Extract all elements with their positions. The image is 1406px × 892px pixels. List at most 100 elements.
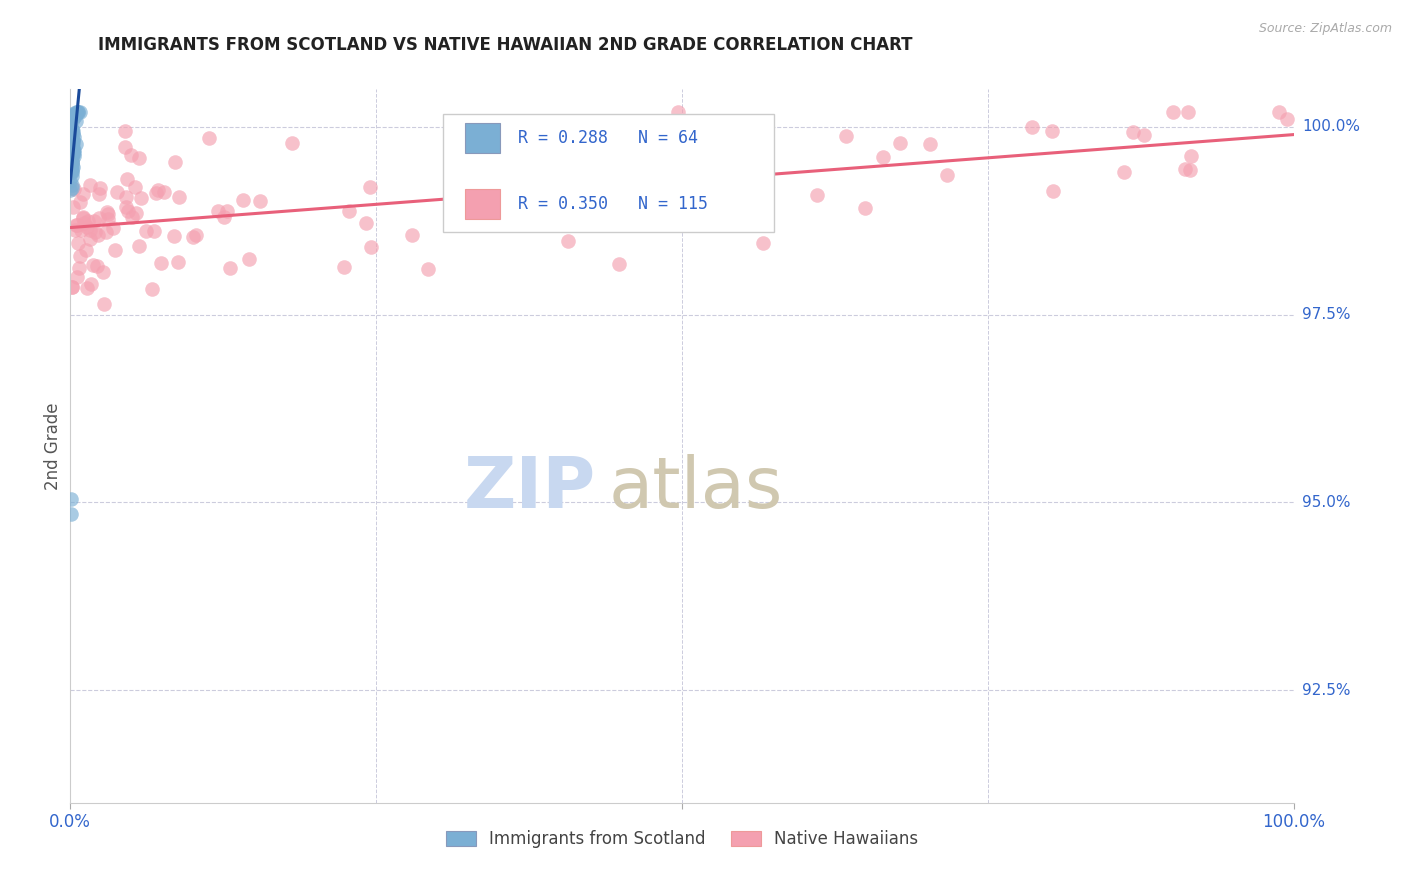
- Point: [66, 104, 89, 119]
- Point: [60, 155, 83, 169]
- Point: [634, 187, 657, 202]
- Point: [60, 156, 83, 170]
- Text: 100.0%: 100.0%: [1302, 120, 1360, 135]
- Text: atlas: atlas: [609, 454, 783, 524]
- Point: [79, 222, 101, 236]
- Point: [60, 147, 83, 161]
- Point: [63, 182, 86, 196]
- Point: [63, 223, 86, 237]
- Point: [65, 136, 87, 151]
- Point: [69, 248, 91, 262]
- Point: [60, 144, 83, 158]
- Point: [145, 186, 167, 201]
- Point: [60, 160, 83, 174]
- Point: [124, 180, 146, 194]
- Point: [60, 138, 83, 153]
- Point: [339, 204, 361, 219]
- Point: [66, 104, 89, 119]
- Point: [1180, 148, 1202, 162]
- Point: [60, 123, 83, 137]
- Point: [607, 257, 630, 271]
- Point: [128, 151, 150, 165]
- Point: [96, 205, 118, 219]
- Point: [114, 140, 136, 154]
- Point: [62, 145, 84, 160]
- Point: [72, 210, 94, 224]
- Point: [359, 180, 381, 194]
- Point: [60, 165, 83, 179]
- Point: [69, 104, 91, 119]
- Text: 97.5%: 97.5%: [1302, 307, 1350, 322]
- Point: [59, 165, 82, 179]
- Text: ZIP: ZIP: [464, 454, 596, 524]
- Point: [79, 232, 101, 246]
- Point: [66, 104, 89, 119]
- Point: [60, 127, 83, 141]
- Point: [207, 203, 229, 218]
- Legend: Immigrants from Scotland, Native Hawaiians: Immigrants from Scotland, Native Hawaiia…: [439, 824, 925, 855]
- Point: [76, 244, 98, 258]
- Point: [835, 129, 858, 144]
- Point: [63, 109, 86, 123]
- Point: [60, 142, 83, 156]
- Point: [153, 185, 176, 199]
- Point: [60, 162, 83, 177]
- Point: [104, 244, 127, 258]
- Point: [60, 178, 83, 193]
- Point: [1178, 162, 1201, 177]
- Point: [624, 176, 647, 190]
- Point: [146, 183, 169, 197]
- Point: [105, 185, 128, 199]
- Point: [62, 136, 84, 150]
- Point: [186, 228, 208, 243]
- Point: [72, 211, 94, 226]
- Point: [72, 186, 94, 201]
- Point: [60, 122, 83, 136]
- Point: [120, 148, 142, 162]
- Point: [66, 269, 89, 284]
- Point: [60, 123, 83, 137]
- Point: [62, 128, 84, 142]
- Point: [114, 189, 136, 203]
- Point: [86, 228, 108, 243]
- Point: [212, 211, 235, 225]
- Point: [232, 194, 254, 208]
- Text: Source: ZipAtlas.com: Source: ZipAtlas.com: [1258, 22, 1392, 36]
- Point: [1121, 125, 1143, 139]
- Point: [149, 255, 172, 269]
- Point: [60, 149, 83, 163]
- Point: [63, 130, 86, 145]
- Point: [65, 218, 87, 232]
- Point: [121, 210, 143, 224]
- Point: [1040, 124, 1063, 138]
- Text: 92.5%: 92.5%: [1302, 682, 1350, 698]
- Point: [117, 203, 139, 218]
- Point: [872, 150, 894, 164]
- Text: R = 0.350   N = 115: R = 0.350 N = 115: [517, 195, 709, 213]
- Point: [219, 261, 242, 276]
- Point: [586, 127, 609, 141]
- Point: [624, 175, 647, 189]
- Point: [86, 259, 108, 273]
- Point: [124, 206, 146, 220]
- Point: [59, 143, 82, 157]
- Point: [101, 220, 124, 235]
- Point: [93, 297, 115, 311]
- Point: [167, 190, 190, 204]
- Point: [249, 194, 271, 208]
- Point: [59, 129, 82, 144]
- Point: [1161, 104, 1184, 119]
- Point: [1114, 164, 1136, 178]
- Point: [360, 240, 382, 254]
- Point: [920, 137, 942, 152]
- Point: [128, 239, 150, 253]
- Point: [97, 207, 120, 221]
- Point: [142, 224, 165, 238]
- Point: [853, 201, 876, 215]
- Point: [59, 156, 82, 170]
- Point: [806, 187, 828, 202]
- Point: [557, 235, 579, 249]
- Point: [60, 123, 83, 137]
- Point: [281, 136, 304, 151]
- Point: [79, 178, 101, 192]
